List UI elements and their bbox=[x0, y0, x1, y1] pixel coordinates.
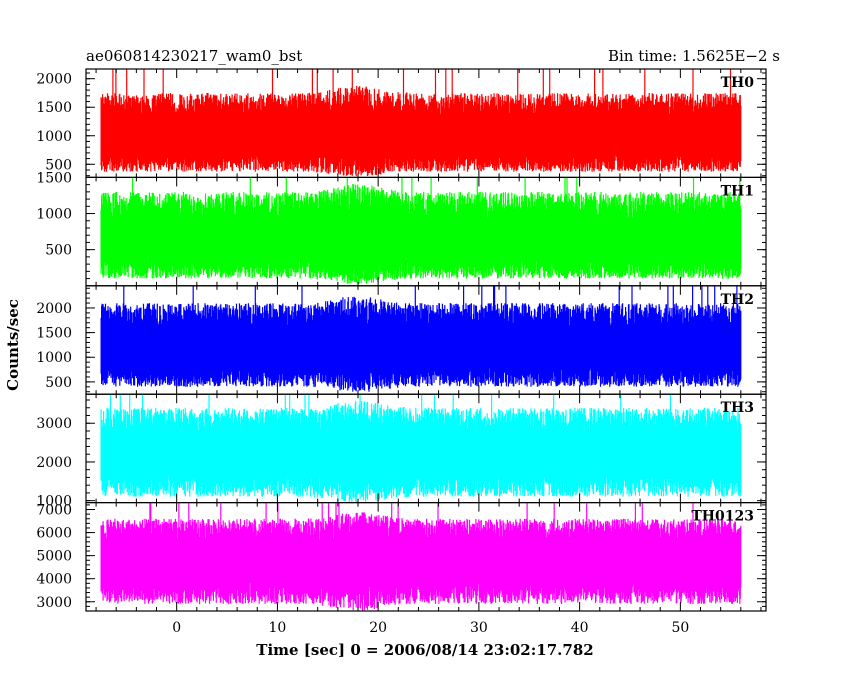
panel-frame bbox=[85, 502, 767, 612]
y-tick-label: 2000 bbox=[36, 72, 72, 88]
y-tick-label: 7000 bbox=[36, 503, 72, 519]
chart-title-right: Bin time: 1.5625E−2 s bbox=[608, 47, 780, 65]
panel-th2: 500 1000 1500 2000 TH2 bbox=[36, 285, 767, 395]
y-axis-title: Counts/sec bbox=[4, 299, 22, 391]
y-tick-label: 1000 bbox=[36, 494, 72, 510]
panel-name-label: TH2 bbox=[721, 292, 754, 308]
series-core-th3 bbox=[101, 434, 741, 473]
y-tick-label: 500 bbox=[45, 157, 72, 173]
y-tick-label: 5000 bbox=[36, 549, 72, 565]
panel-name-label: TH0123 bbox=[691, 509, 754, 525]
panel-th1: 500 1000 1500 TH1 bbox=[36, 170, 767, 287]
y-tick-label: 6000 bbox=[36, 526, 72, 542]
y-tick-label: 500 bbox=[45, 243, 72, 259]
panel-th0: 500 1000 1500 2000 TH0 bbox=[36, 68, 767, 179]
y-tick-label: 3000 bbox=[36, 416, 72, 432]
y-tick-label: 2000 bbox=[36, 455, 72, 471]
y-tick-label: 4000 bbox=[36, 572, 72, 588]
x-tick-label: 10 bbox=[268, 620, 286, 636]
x-tick-label: 30 bbox=[470, 620, 488, 636]
y-tick-label: 1500 bbox=[36, 100, 72, 116]
y-tick-label: 500 bbox=[45, 375, 72, 391]
series-core-th2 bbox=[101, 330, 741, 366]
x-tick-label: 50 bbox=[671, 620, 689, 636]
y-tick-label: 1000 bbox=[36, 207, 72, 223]
y-tick-label: 3000 bbox=[36, 595, 72, 611]
series-core-th0 bbox=[101, 119, 741, 153]
panel-th0123: 3000 4000 5000 6000 7000 TH0123 bbox=[36, 502, 767, 612]
series-core-th0123 bbox=[101, 544, 741, 581]
y-tick-label: 1500 bbox=[36, 326, 72, 342]
panel-name-label: TH0 bbox=[721, 75, 755, 91]
y-tick-label: 1000 bbox=[36, 129, 72, 145]
y-tick-label: 2000 bbox=[36, 301, 72, 317]
panel-name-label: TH1 bbox=[721, 183, 754, 199]
y-tick-label: 1000 bbox=[36, 350, 72, 366]
x-axis-title: Time [sec] 0 = 2006/08/14 23:02:17.782 bbox=[256, 641, 593, 659]
panel-th3: 1000 2000 3000 TH3 bbox=[36, 393, 767, 510]
x-tick-label: 40 bbox=[571, 620, 589, 636]
y-tick-label: 1500 bbox=[36, 170, 72, 186]
x-tick-label: 20 bbox=[369, 620, 387, 636]
chart-title-left: ae060814230217_wam0_bst bbox=[86, 47, 302, 65]
panel-name-label: TH3 bbox=[721, 400, 754, 416]
series-core-th1 bbox=[101, 221, 741, 258]
x-tick-label: 0 bbox=[172, 620, 181, 636]
